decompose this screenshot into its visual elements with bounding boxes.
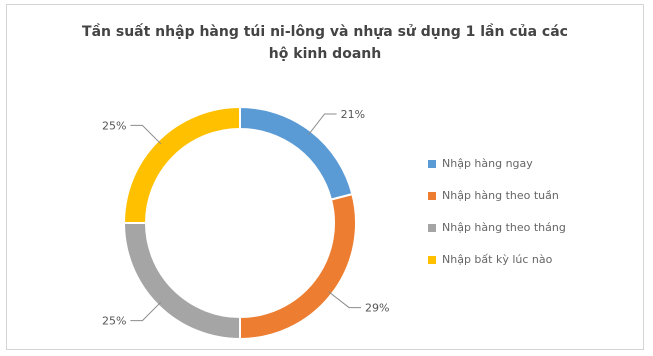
data-label-1: 21% <box>341 108 365 121</box>
donut-slice-2 <box>239 192 357 341</box>
chart-title-line-1: Tần suất nhập hàng túi ni-lông và nhựa s… <box>82 24 568 40</box>
legend-item-1: Nhập hàng ngay <box>428 156 566 171</box>
legend-swatch-3 <box>428 223 436 232</box>
legend-label-1: Nhập hàng ngay <box>442 157 533 170</box>
legend-label-3: Nhập hàng theo tháng <box>442 221 566 234</box>
chart-title-line-2: hộ kinh doanh <box>268 46 382 62</box>
legend-item-2: Nhập hàng theo tuần <box>428 188 566 203</box>
legend-swatch-4 <box>428 255 436 264</box>
data-label-4: 25% <box>102 119 126 132</box>
chart-legend: Nhập hàng ngay Nhập hàng theo tuần Nhập hà… <box>428 156 566 284</box>
donut-slice-1 <box>239 105 354 201</box>
legend-swatch-1 <box>428 159 436 168</box>
chart-title: Tần suất nhập hàng túi ni-lông và nhựa s… <box>7 21 643 65</box>
legend-item-3: Nhập hàng theo tháng <box>428 220 566 235</box>
legend-item-4: Nhập bất kỳ lúc nào <box>428 252 566 267</box>
legend-label-4: Nhập bất kỳ lúc nào <box>442 253 553 266</box>
donut-slice-3 <box>122 222 241 341</box>
leader-line-1 <box>308 113 337 135</box>
donut-slice-4 <box>122 105 241 224</box>
data-label-2: 29% <box>365 302 389 315</box>
data-label-3: 25% <box>102 315 126 328</box>
leader-line-3 <box>130 301 162 322</box>
legend-label-2: Nhập hàng theo tuần <box>442 189 559 202</box>
leader-line-4 <box>130 124 162 145</box>
legend-swatch-2 <box>428 191 436 200</box>
leader-line-2 <box>328 291 362 309</box>
